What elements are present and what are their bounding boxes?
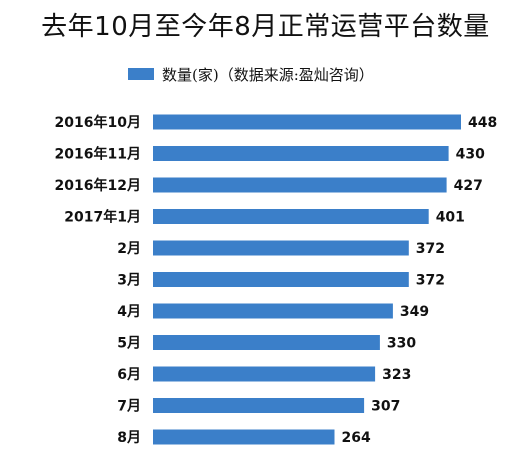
value-label: 264 (342, 430, 371, 446)
bar (153, 398, 365, 413)
legend: 数量(家)（数据来源:盈灿咨询） (128, 64, 374, 84)
category-label: 6月 (117, 367, 141, 383)
value-label: 330 (387, 336, 416, 352)
category-label: 2017年1月 (64, 209, 141, 226)
bar (153, 429, 335, 445)
value-label: 372 (416, 241, 445, 257)
category-label: 5月 (117, 336, 141, 352)
category-label: 3月 (117, 273, 141, 289)
value-label: 427 (454, 178, 483, 194)
value-label: 349 (400, 304, 429, 320)
category-label: 4月 (117, 304, 141, 320)
legend-label: 数量(家)（数据来源:盈灿咨询） (162, 65, 374, 84)
value-label: 372 (416, 273, 445, 289)
bar (153, 240, 409, 256)
bar (153, 114, 461, 130)
category-label: 2016年12月 (55, 177, 141, 194)
bar (153, 146, 449, 161)
category-label: 8月 (117, 430, 141, 446)
legend-swatch (128, 68, 154, 80)
category-label: 2月 (117, 241, 141, 257)
bar (153, 209, 429, 224)
value-label: 401 (436, 210, 465, 226)
value-label: 307 (371, 399, 400, 415)
bar (153, 177, 447, 193)
bar (153, 303, 393, 319)
chart-title: 去年10月至今年8月正常运营平台数量 (41, 12, 490, 42)
bar (153, 272, 409, 287)
bar (153, 366, 376, 382)
category-label: 2016年10月 (55, 114, 141, 131)
bar (153, 335, 380, 350)
category-label: 7月 (117, 399, 141, 415)
value-label: 430 (456, 147, 485, 163)
value-label: 448 (468, 115, 497, 131)
category-label: 2016年11月 (55, 146, 141, 163)
value-label: 323 (382, 367, 411, 383)
